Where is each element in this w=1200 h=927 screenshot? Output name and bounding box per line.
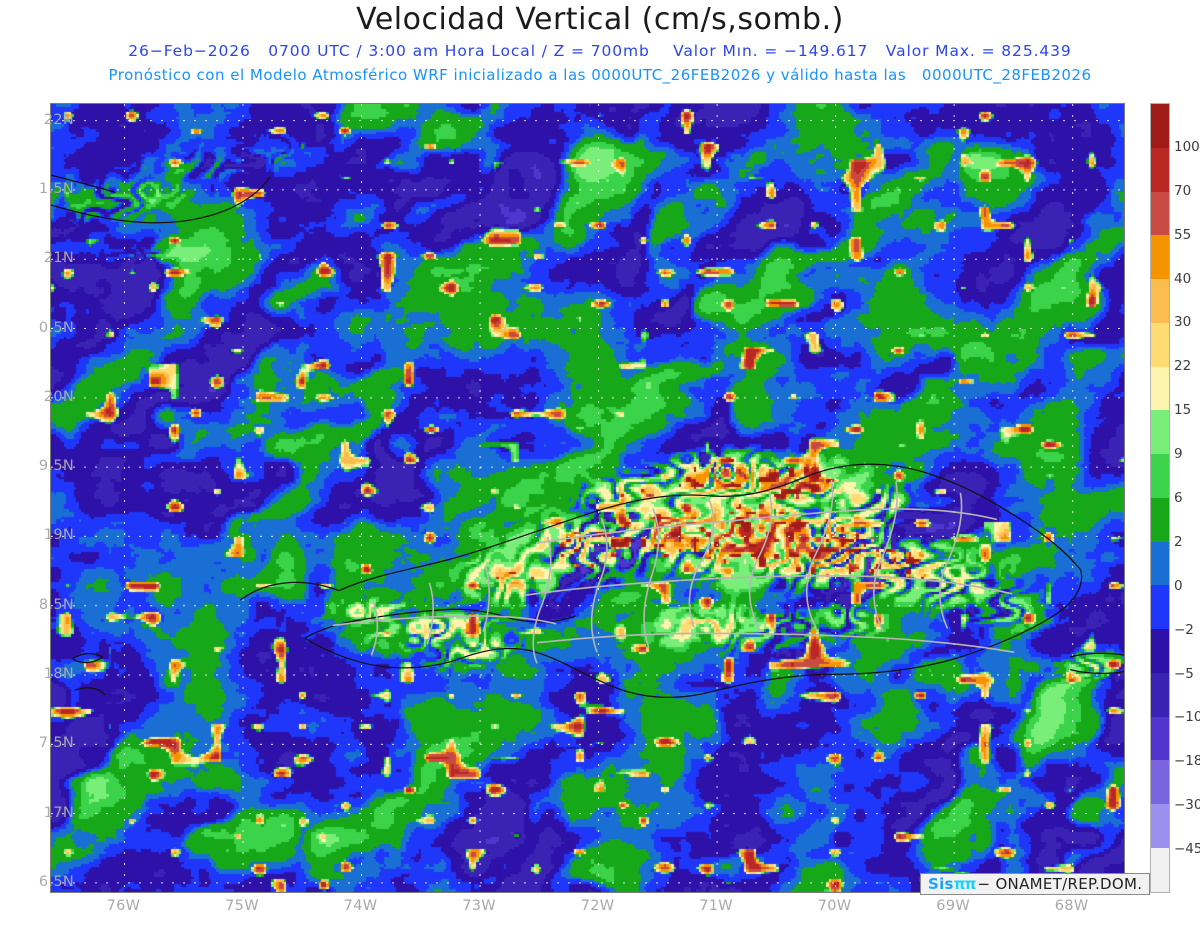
y-axis-tick-8: 18N <box>43 666 74 683</box>
x-axis-tick-8: 68W <box>1054 898 1089 914</box>
attribution-badge: Sis ππ − ONAMET/REP.DOM. <box>920 873 1151 895</box>
page-title: Velocidad Vertical (cm/s,somb.) <box>356 2 844 37</box>
colorbar-band-14 <box>1151 716 1169 761</box>
agency-label: − ONAMET/REP.DOM. <box>977 875 1143 893</box>
colorbar-band-0 <box>1151 104 1169 148</box>
colorbar-band-4 <box>1151 279 1169 323</box>
colorbar-band-7 <box>1151 410 1169 455</box>
colorbar-label-13: −5 <box>1174 665 1194 682</box>
y-axis-tick-0: 22N <box>43 111 74 128</box>
colorbar-band-16 <box>1151 804 1169 849</box>
colorbar-band-1 <box>1151 147 1169 192</box>
sis-logo-text: Sis <box>928 875 954 893</box>
colorbar-label-11: 0 <box>1174 577 1183 594</box>
colorbar-label-15: −18 <box>1174 753 1200 770</box>
colorbar-label-7: 15 <box>1174 402 1192 419</box>
x-axis-tick-1: 75W <box>225 898 259 914</box>
x-axis-tick-6: 70W <box>817 898 852 914</box>
colorbar-scale[interactable] <box>1150 103 1170 893</box>
colorbar-band-5 <box>1151 322 1169 367</box>
colorbar-label-16: −30 <box>1174 797 1200 814</box>
y-axis-tick-4: 20N <box>43 388 74 405</box>
colorbar-label-17: −45 <box>1174 841 1200 858</box>
y-axis-tick-6: 19N <box>43 527 74 544</box>
coastline-layer <box>51 174 1124 698</box>
y-axis-tick-1: 1.5N <box>38 180 74 197</box>
colorbar-band-12 <box>1151 629 1169 673</box>
colorbar-label-14: −10 <box>1174 709 1200 726</box>
colorbar-label-12: −2 <box>1174 621 1194 638</box>
colorbar-band-15 <box>1151 760 1169 805</box>
vertical-velocity-heatmap <box>51 104 1124 892</box>
colorbar-label-3: 55 <box>1174 226 1192 243</box>
map-vector-overlay <box>51 104 1124 892</box>
pi-symbol-icon: ππ <box>953 875 977 893</box>
header-block: Velocidad Vertical (cm/s,somb.) 26−Feb−2… <box>0 0 1200 95</box>
graticule <box>51 104 1124 892</box>
colorbar-band-6 <box>1151 366 1169 411</box>
y-axis-tick-11: 6.5N <box>38 873 74 890</box>
colorbar-label-9: 6 <box>1174 490 1183 506</box>
x-axis-tick-5: 71W <box>699 898 733 914</box>
y-axis-tick-9: 7.5N <box>38 735 74 752</box>
y-axis-tick-2: 21N <box>43 250 74 267</box>
forecast-meta-line: 26−Feb−2026 0700 UTC / 3:00 am Hora Loca… <box>128 42 1072 60</box>
y-axis-tick-5: 9.5N <box>38 458 74 475</box>
y-axis-tick-10: 17N <box>43 804 74 821</box>
x-axis-tick-3: 73W <box>462 898 496 914</box>
model-info-line: Pronóstico con el Modelo Atmosférico WRF… <box>108 66 1092 84</box>
colorbar-band-13 <box>1151 672 1169 717</box>
colorbar-label-5: 30 <box>1174 314 1192 331</box>
colorbar-label-1: 100 <box>1174 138 1200 155</box>
map-plot-area[interactable] <box>50 103 1125 893</box>
colorbar-band-2 <box>1151 191 1169 236</box>
colorbar-band-9 <box>1151 497 1169 542</box>
province-boundaries <box>332 479 1015 664</box>
colorbar-label-8: 9 <box>1174 446 1183 463</box>
x-axis-tick-4: 72W <box>580 898 615 914</box>
colorbar-band-10 <box>1151 541 1169 586</box>
x-axis-tick-0: 76W <box>106 898 141 914</box>
colorbar-band-8 <box>1151 454 1169 498</box>
colorbar-label-4: 40 <box>1174 270 1192 287</box>
colorbar-label-6: 22 <box>1174 358 1192 375</box>
x-axis-tick-2: 74W <box>343 898 378 914</box>
colorbar-band-11 <box>1151 585 1169 630</box>
y-axis-tick-3: 0.5N <box>38 319 74 336</box>
colorbar-label-2: 70 <box>1174 182 1192 199</box>
colorbar-label-10: 2 <box>1174 533 1183 550</box>
x-axis-tick-7: 69W <box>936 898 970 914</box>
colorbar-band-3 <box>1151 235 1169 280</box>
y-axis-tick-7: 8.5N <box>38 596 74 613</box>
colorbar-band-17 <box>1151 848 1169 892</box>
